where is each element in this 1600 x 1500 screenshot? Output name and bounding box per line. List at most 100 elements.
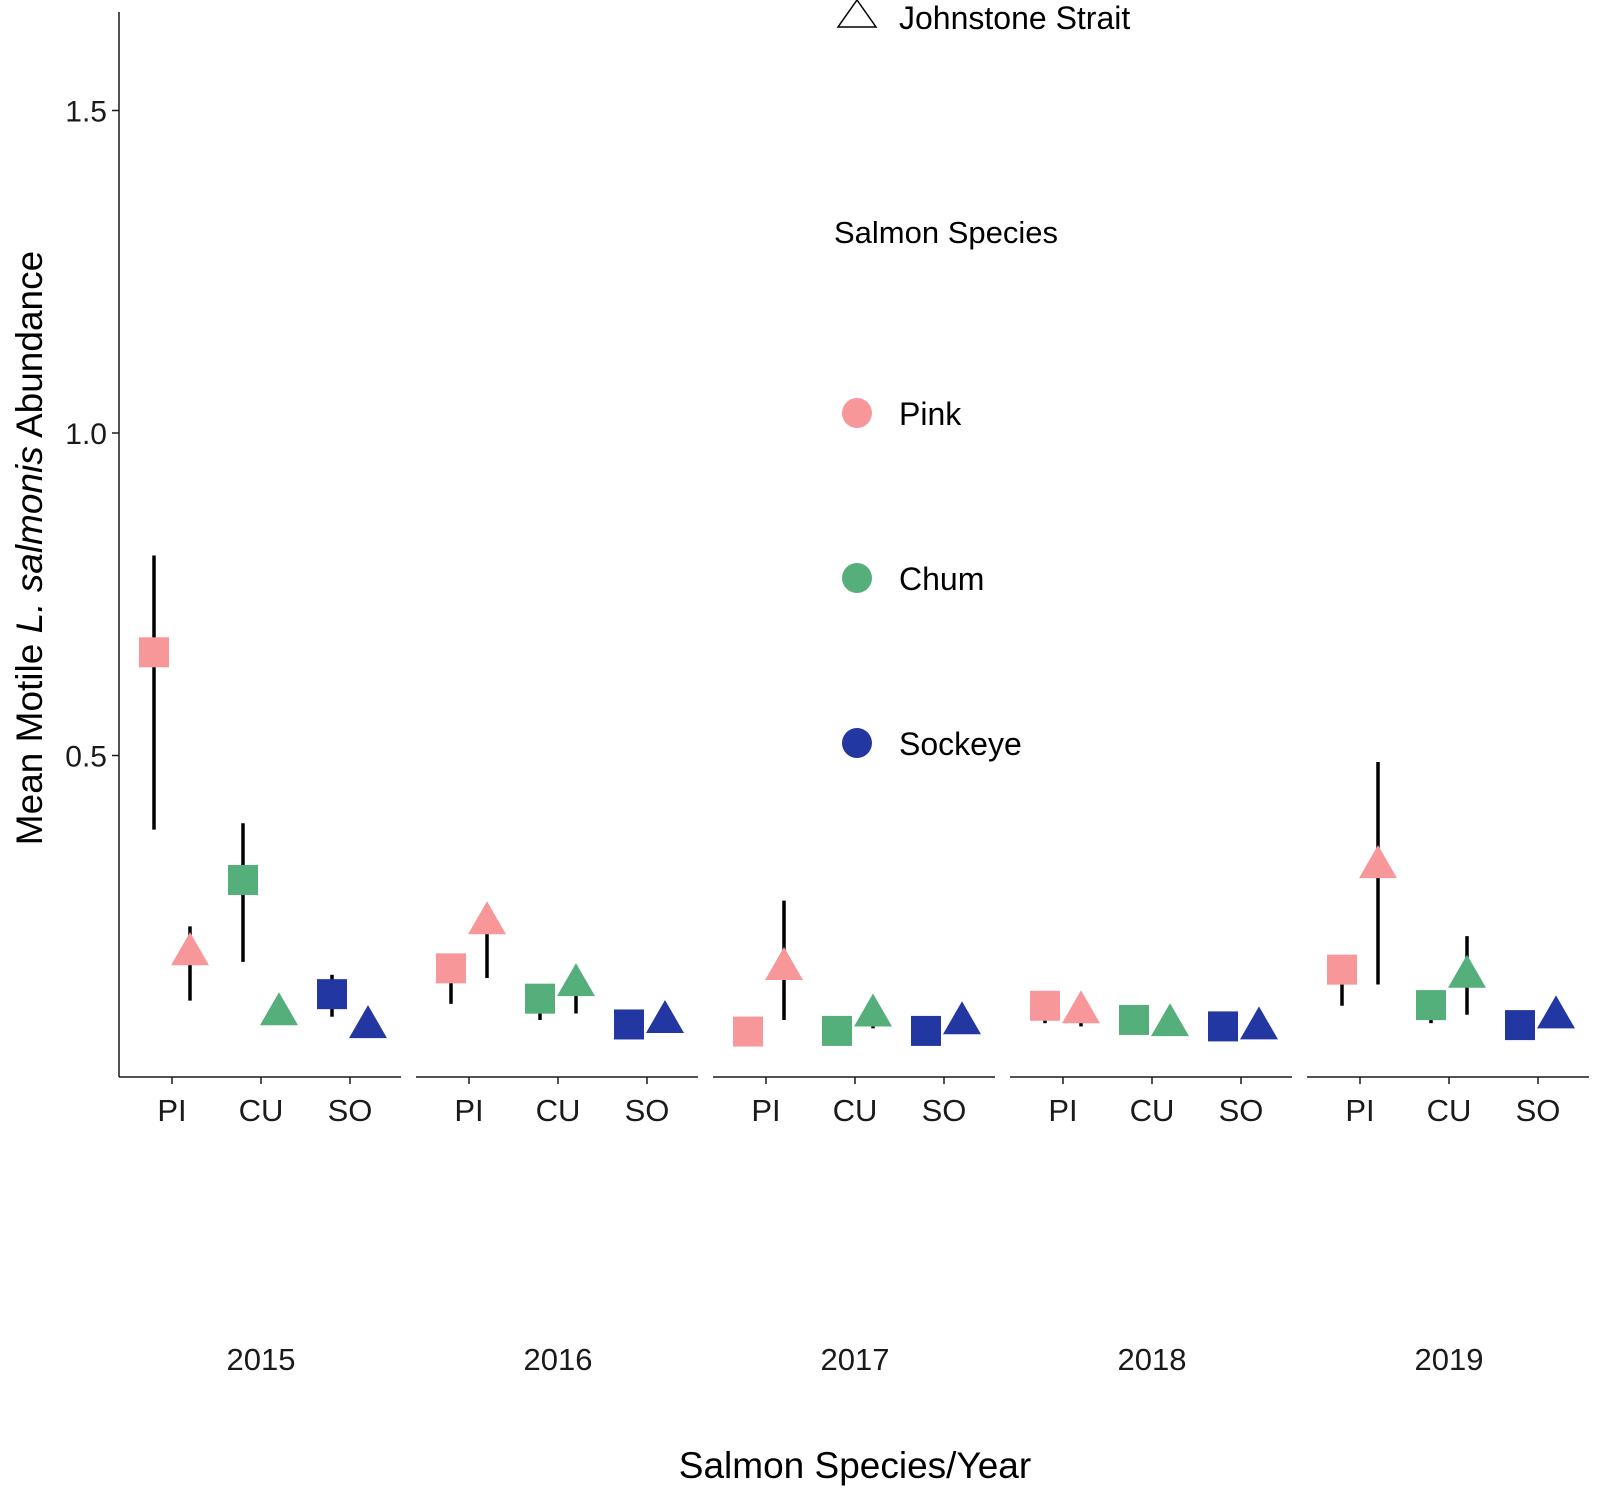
point-2017-pi-triangle <box>765 900 803 1020</box>
square-marker <box>822 1015 852 1046</box>
point-2017-cu-square <box>822 1015 852 1046</box>
square-marker <box>228 864 258 895</box>
y-axis: 0.5 1.0 1.5 <box>65 12 120 1077</box>
point-2016-cu-square <box>525 983 555 1020</box>
panel-2019: PI CU SO 2019 <box>1307 1076 1589 1377</box>
species-label-cu: CU <box>536 1093 581 1128</box>
point-2018-so-triangle <box>1240 1006 1278 1040</box>
point-2019-cu-triangle <box>1448 936 1486 1015</box>
y-axis-title-prefix: Mean Motile <box>9 633 50 845</box>
point-2015-cu-triangle <box>260 992 298 1026</box>
triangle-marker <box>646 999 684 1033</box>
species-label-pi: PI <box>157 1093 186 1128</box>
point-2018-pi-triangle <box>1062 990 1100 1027</box>
species-label-so: SO <box>922 1093 967 1128</box>
point-2019-pi-square <box>1327 954 1357 1006</box>
point-2018-pi-square <box>1030 990 1060 1024</box>
year-label-2016: 2016 <box>524 1342 593 1377</box>
point-2015-pi-square <box>139 555 169 830</box>
triangle-marker <box>1359 845 1397 879</box>
point-2015-so-triangle <box>349 1005 387 1039</box>
species-label-so: SO <box>1516 1093 1561 1128</box>
year-label-2015: 2015 <box>227 1342 296 1377</box>
triangle-marker <box>260 992 298 1026</box>
species-label-so: SO <box>328 1093 373 1128</box>
year-label-2018: 2018 <box>1118 1342 1187 1377</box>
triangle-marker <box>349 1005 387 1039</box>
point-2016-so-square <box>614 1009 644 1040</box>
square-marker <box>436 953 466 984</box>
point-2016-pi-square <box>436 953 466 1004</box>
square-marker <box>1327 954 1357 985</box>
legend-circle-icon-pink <box>842 398 872 428</box>
triangle-marker <box>557 963 595 997</box>
triangle-marker <box>1151 1003 1189 1037</box>
species-label-cu: CU <box>833 1093 878 1128</box>
point-2015-pi-triangle <box>171 926 209 1001</box>
panel-2018: PI CU SO 2018 <box>1010 1076 1292 1377</box>
square-marker <box>317 979 347 1010</box>
square-marker <box>1505 1010 1535 1041</box>
square-marker <box>614 1009 644 1040</box>
legend-label-chum: Chum <box>899 561 984 597</box>
species-label-so: SO <box>625 1093 670 1128</box>
triangle-marker <box>943 1001 981 1035</box>
triangle-marker <box>854 993 892 1027</box>
legend-circle-icon-chum <box>842 563 872 593</box>
data-points <box>139 555 1575 1047</box>
year-label-2019: 2019 <box>1415 1342 1484 1377</box>
point-2019-so-triangle <box>1537 995 1575 1029</box>
legend: Johnstone Strait Salmon Species Pink Chum So… <box>834 0 1130 762</box>
legend-triangle-icon <box>836 0 878 28</box>
triangle-marker <box>171 932 209 966</box>
point-2019-so-square <box>1505 1010 1535 1041</box>
y-tick-label: 0.5 <box>65 741 107 774</box>
panel-2015: PI CU SO 2015 <box>119 1076 401 1377</box>
species-label-pi: PI <box>1345 1093 1374 1128</box>
legend-species-title: Salmon Species <box>834 215 1058 250</box>
y-tick-label: 1.5 <box>65 96 107 129</box>
triangle-marker <box>1240 1006 1278 1040</box>
triangle-marker <box>1448 954 1486 988</box>
year-panels: PI CU SO 2015 PI CU SO 2016 PI CU SO 2017 PI CU SO 2018… <box>119 1076 1589 1377</box>
year-label-2017: 2017 <box>821 1342 890 1377</box>
legend-label-sockeye: Sockeye <box>899 726 1022 762</box>
y-axis-title-suffix: Abundance <box>9 251 50 446</box>
point-2017-so-triangle <box>943 1001 981 1035</box>
x-axis-title: Salmon Species/Year <box>679 1445 1031 1486</box>
point-2017-so-square <box>911 1015 941 1046</box>
point-2016-so-triangle <box>646 999 684 1033</box>
triangle-marker <box>1537 995 1575 1029</box>
point-2018-so-square <box>1208 1011 1238 1042</box>
species-label-pi: PI <box>1048 1093 1077 1128</box>
square-marker <box>1208 1011 1238 1042</box>
species-label-cu: CU <box>1427 1093 1472 1128</box>
y-axis-title-species: L. salmonis <box>9 446 50 633</box>
point-2015-so-square <box>317 974 347 1017</box>
species-label-cu: CU <box>239 1093 284 1128</box>
species-label-pi: PI <box>454 1093 483 1128</box>
square-marker <box>733 1016 763 1047</box>
square-marker <box>139 637 169 668</box>
legend-circle-icon-sockeye <box>842 728 872 758</box>
legend-label-johnstone-strait: Johnstone Strait <box>899 0 1130 36</box>
square-marker <box>911 1015 941 1046</box>
square-marker <box>1416 990 1446 1021</box>
triangle-marker <box>765 947 803 981</box>
panel-2016: PI CU SO 2016 <box>416 1076 698 1377</box>
point-2016-cu-triangle <box>557 963 595 1014</box>
panel-2017: PI CU SO 2017 <box>713 1076 995 1377</box>
species-label-pi: PI <box>751 1093 780 1128</box>
y-axis-title: Mean Motile L. salmonis Abundance <box>9 251 50 845</box>
species-label-so: SO <box>1219 1093 1264 1128</box>
species-label-cu: CU <box>1130 1093 1175 1128</box>
point-2015-cu-square <box>228 823 258 962</box>
point-2016-pi-triangle <box>468 901 506 979</box>
point-2019-cu-square <box>1416 990 1446 1024</box>
triangle-marker <box>468 901 506 935</box>
triangle-marker <box>1062 990 1100 1024</box>
legend-label-pink: Pink <box>899 396 962 432</box>
point-2019-pi-triangle <box>1359 761 1397 985</box>
y-tick-label: 1.0 <box>65 418 107 451</box>
